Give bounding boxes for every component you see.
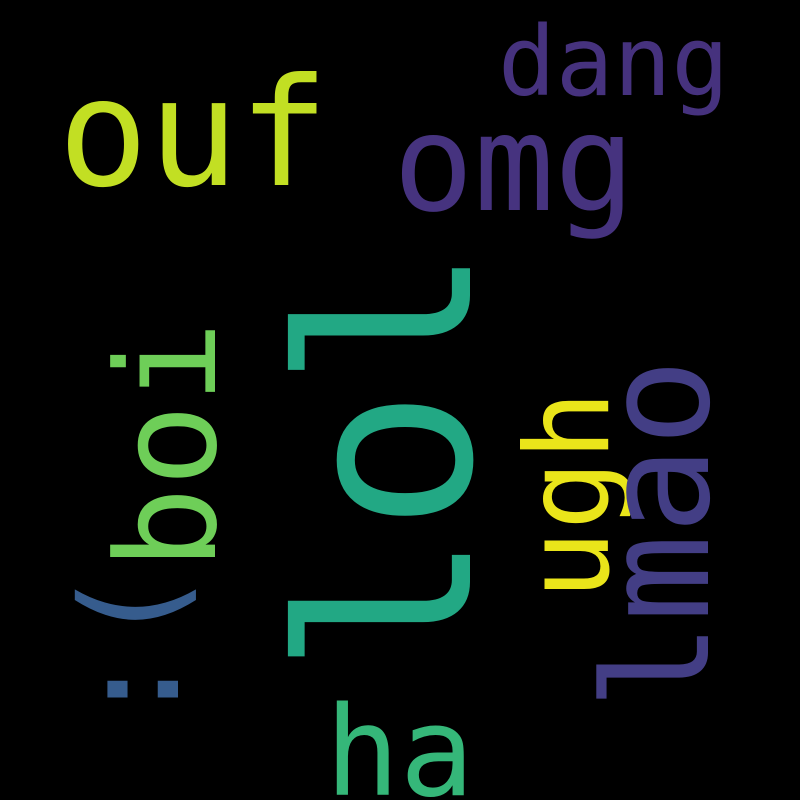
word-omg: omg (393, 86, 635, 242)
word-ha: ha (325, 681, 474, 800)
word-lmao: lmao (573, 358, 743, 710)
word-sad-face: :( (53, 566, 211, 730)
word-ouf: ouf (58, 47, 329, 221)
word-boi: boi (87, 321, 248, 570)
word-lol: lol (250, 245, 527, 675)
word-ugh: ugh (501, 390, 636, 600)
word-dang: dang (498, 6, 729, 118)
